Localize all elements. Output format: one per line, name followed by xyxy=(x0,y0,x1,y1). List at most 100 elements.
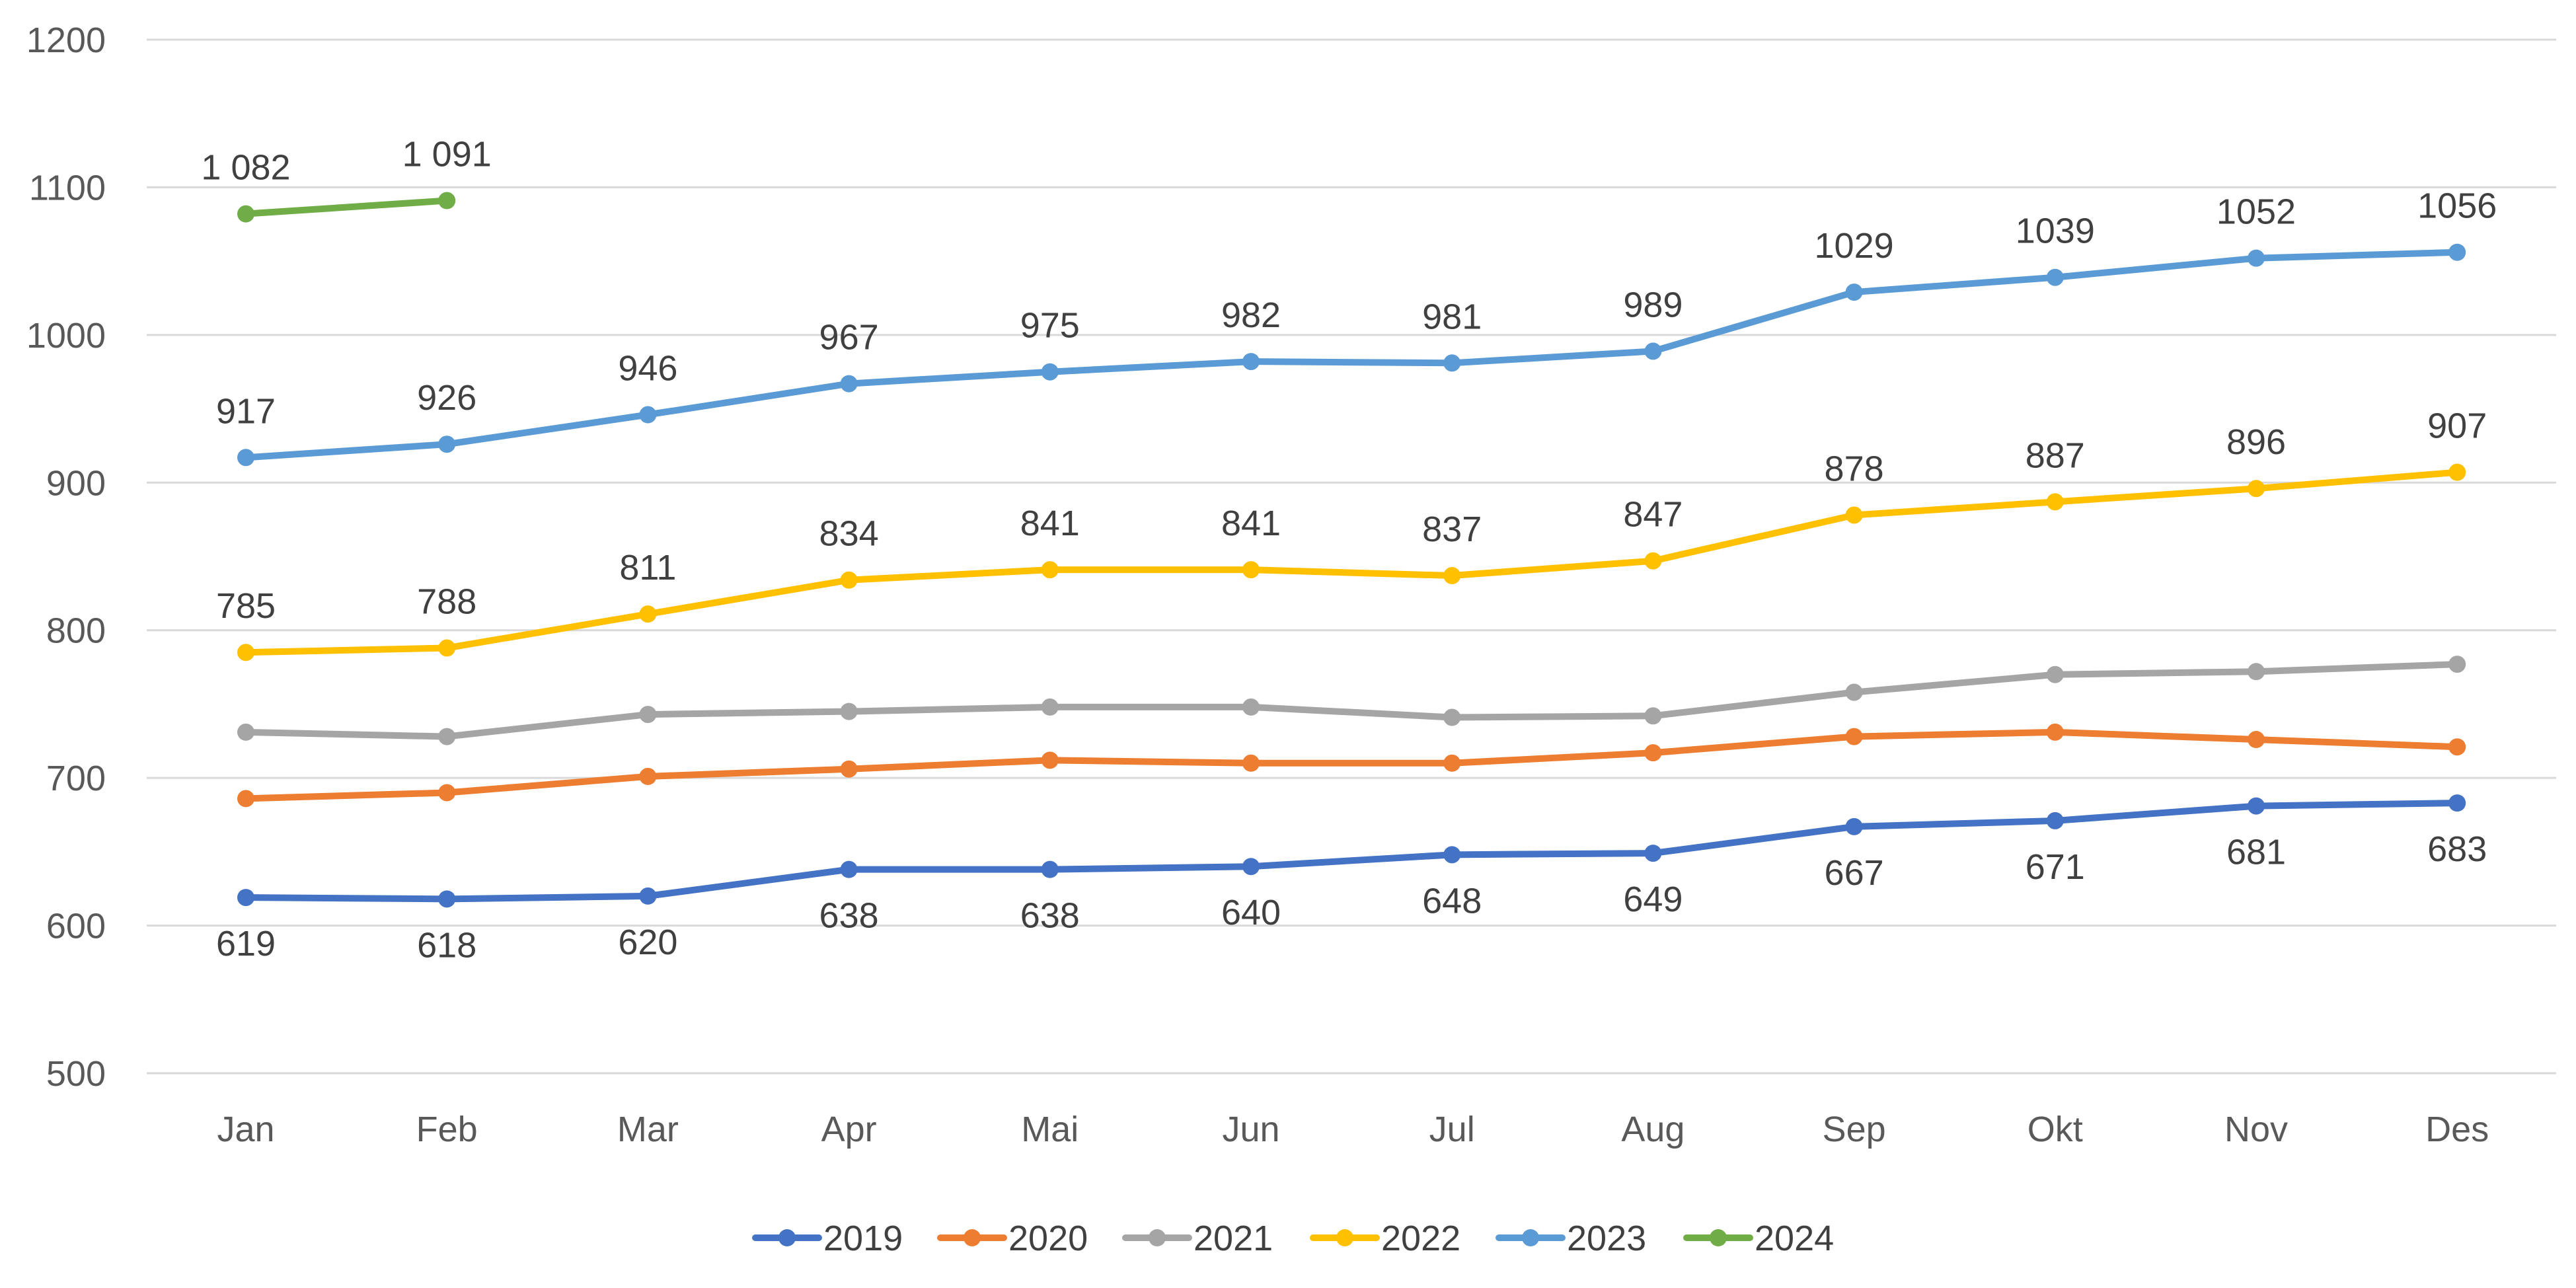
data-label-2022: 837 xyxy=(1422,510,1482,549)
data-label-2023: 982 xyxy=(1221,295,1281,335)
series-line-2021 xyxy=(243,661,2461,740)
data-point-2021 xyxy=(2448,656,2466,673)
data-label-2019: 667 xyxy=(1825,853,1884,893)
series-2021 xyxy=(237,656,2466,745)
data-point-2022 xyxy=(1041,561,1059,579)
series-line-2022 xyxy=(243,469,2461,656)
legend-marker-icon xyxy=(964,1229,981,1246)
data-point-2020 xyxy=(1845,728,1863,745)
x-tick-label: Jan xyxy=(217,1110,274,1149)
x-axis-ticks: Jan Feb Mar Apr Mai Jun Jul Aug Sep Okt Nov Des xyxy=(217,1110,2489,1149)
data-point-2021 xyxy=(1041,698,1059,716)
data-point-2022 xyxy=(2248,480,2265,498)
y-tick-label: 800 xyxy=(46,611,106,651)
data-point-2020 xyxy=(1041,751,1059,769)
data-label-2019: 619 xyxy=(216,924,276,964)
data-point-2020 xyxy=(840,760,858,778)
data-point-2019 xyxy=(840,860,858,878)
data-point-2023 xyxy=(438,436,456,453)
data-point-2019 xyxy=(237,889,254,907)
data-point-2022 xyxy=(1443,567,1461,585)
data-label-2023: 1056 xyxy=(2417,186,2497,226)
data-point-2022 xyxy=(438,639,456,657)
data-labels: 619 618 620 638 638 640 648 649 667 671 681 683 785 7… xyxy=(201,135,2497,966)
data-label-2023: 975 xyxy=(1020,306,1080,346)
data-label-2022: 896 xyxy=(2226,422,2286,462)
data-label-2023: 917 xyxy=(216,391,276,431)
data-point-2021 xyxy=(2046,665,2064,683)
series-2022 xyxy=(237,463,2466,662)
legend-label: 2020 xyxy=(1008,1219,1088,1258)
data-point-2023 xyxy=(840,375,858,393)
data-label-2019: 638 xyxy=(819,896,879,936)
data-label-2022: 878 xyxy=(1825,449,1884,488)
y-tick-label: 1200 xyxy=(26,20,106,60)
data-point-2022 xyxy=(237,644,254,662)
data-point-2020 xyxy=(1644,744,1662,762)
legend-item-2022: 2022 xyxy=(1310,1219,1460,1258)
data-label-2024: 1 091 xyxy=(402,135,492,174)
x-tick-label: Mar xyxy=(617,1110,679,1149)
data-label-2023: 1052 xyxy=(2216,192,2296,232)
data-point-2022 xyxy=(2046,493,2064,511)
data-point-2022 xyxy=(1644,552,1662,570)
x-tick-label: Sep xyxy=(1823,1110,1886,1149)
data-point-2019 xyxy=(2248,797,2265,815)
data-point-2023 xyxy=(1845,284,1863,301)
data-label-2023: 926 xyxy=(417,378,476,418)
series-line-2024 xyxy=(243,197,451,217)
data-point-2019 xyxy=(438,890,456,908)
data-label-2022: 907 xyxy=(2427,406,2487,446)
x-tick-label: Apr xyxy=(821,1110,877,1149)
data-label-2019: 649 xyxy=(1623,880,1683,919)
data-point-2024 xyxy=(438,192,456,209)
legend-marker-icon xyxy=(1336,1229,1353,1246)
data-point-2020 xyxy=(1443,754,1461,772)
legend-item-2023: 2023 xyxy=(1496,1219,1646,1258)
data-point-2021 xyxy=(2248,663,2265,681)
data-point-2021 xyxy=(840,702,858,720)
legend-label: 2019 xyxy=(823,1219,903,1258)
legend-marker-icon xyxy=(1710,1229,1727,1246)
data-point-2021 xyxy=(1845,683,1863,701)
data-label-2019: 620 xyxy=(618,923,677,962)
legend-marker-icon xyxy=(1149,1229,1166,1246)
x-tick-label: Aug xyxy=(1621,1110,1685,1149)
x-tick-label: Okt xyxy=(2027,1110,2083,1149)
legend-marker-icon xyxy=(1522,1229,1539,1246)
data-point-2020 xyxy=(2448,738,2466,756)
data-label-2023: 967 xyxy=(819,318,879,358)
data-point-2023 xyxy=(1443,354,1461,372)
data-point-2020 xyxy=(237,790,254,808)
data-point-2023 xyxy=(1242,353,1260,371)
x-tick-label: Jun xyxy=(1222,1110,1279,1149)
legend: 2019 2020 2021 2022 2023 2024 xyxy=(752,1219,1834,1258)
data-point-2024 xyxy=(237,205,254,223)
data-point-2020 xyxy=(2046,723,2064,741)
data-point-2019 xyxy=(1644,845,1662,862)
y-tick-label: 600 xyxy=(46,907,106,946)
series-2023 xyxy=(237,243,2466,467)
data-point-2019 xyxy=(1242,858,1260,876)
x-tick-label: Des xyxy=(2425,1110,2489,1149)
data-point-2023 xyxy=(1644,342,1662,360)
x-tick-label: Mai xyxy=(1021,1110,1079,1149)
data-point-2021 xyxy=(639,706,657,724)
data-label-2022: 887 xyxy=(2026,436,2085,475)
data-label-2022: 841 xyxy=(1020,504,1080,543)
data-point-2023 xyxy=(639,406,657,424)
data-point-2020 xyxy=(2248,731,2265,749)
data-label-2022: 788 xyxy=(417,582,476,622)
data-point-2021 xyxy=(237,723,254,741)
data-point-2022 xyxy=(1845,506,1863,524)
data-point-2022 xyxy=(840,571,858,589)
y-tick-label: 1000 xyxy=(26,316,106,356)
data-point-2020 xyxy=(1242,754,1260,772)
x-tick-label: Nov xyxy=(2224,1110,2288,1149)
data-label-2022: 847 xyxy=(1623,495,1683,535)
data-point-2023 xyxy=(1041,363,1059,381)
data-point-2020 xyxy=(438,784,456,802)
data-label-2019: 638 xyxy=(1020,896,1080,936)
data-point-2023 xyxy=(2248,249,2265,267)
